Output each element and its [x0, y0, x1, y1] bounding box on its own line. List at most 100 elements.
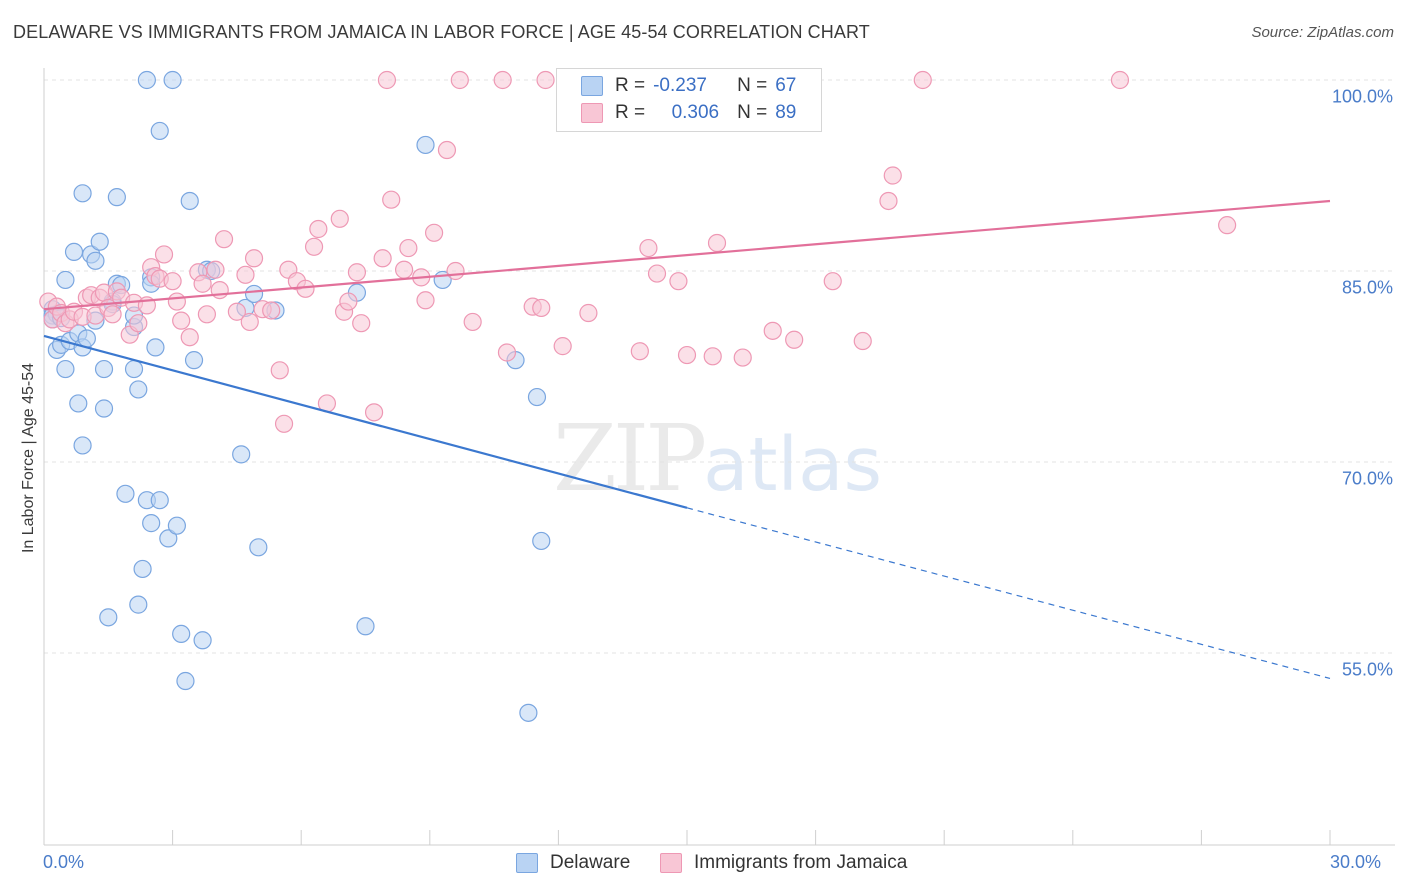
- point-jamaica: [785, 330, 804, 349]
- point-delaware: [73, 436, 92, 455]
- correlation-legend: R = -0.237 N = 67 R = 0.306 N = 89: [556, 68, 822, 132]
- point-jamaica: [450, 70, 469, 90]
- legend-r-label: R =: [615, 102, 646, 123]
- point-jamaica: [180, 328, 199, 347]
- legend-swatch-delaware: [581, 76, 603, 96]
- watermark-atlas: atlas: [703, 422, 882, 508]
- point-delaware: [137, 70, 156, 90]
- point-jamaica: [703, 347, 722, 366]
- point-delaware: [193, 631, 212, 650]
- point-jamaica: [493, 70, 512, 90]
- point-jamaica: [274, 414, 294, 433]
- point-jamaica: [163, 272, 182, 291]
- point-jamaica: [823, 272, 842, 291]
- trend-lines: [43, 199, 1331, 680]
- point-jamaica: [853, 331, 872, 351]
- point-jamaica: [883, 166, 902, 185]
- point-delaware: [180, 191, 199, 211]
- series-delaware-points: [43, 70, 551, 722]
- legend-n-value: 89: [775, 102, 797, 123]
- point-jamaica: [270, 361, 289, 380]
- point-delaware: [527, 387, 547, 407]
- legend-item-jamaica[interactable]: Immigrants from Jamaica: [660, 852, 907, 874]
- point-delaware: [77, 329, 96, 348]
- point-delaware: [519, 703, 538, 722]
- point-jamaica: [763, 321, 782, 340]
- point-jamaica: [103, 305, 122, 324]
- point-jamaica: [677, 345, 697, 365]
- point-jamaica: [424, 223, 444, 242]
- point-jamaica: [1218, 216, 1237, 235]
- legend-r-value: -0.237: [653, 75, 707, 96]
- point-delaware: [129, 595, 148, 614]
- point-jamaica: [879, 191, 898, 211]
- point-jamaica: [330, 209, 349, 228]
- gridlines: [44, 79, 1395, 654]
- point-jamaica: [532, 298, 551, 318]
- y-tick-label-55: 55.0%: [1341, 659, 1393, 680]
- trend-line-jamaica: [43, 199, 1331, 311]
- point-jamaica: [309, 219, 328, 239]
- point-jamaica: [377, 70, 397, 90]
- axes: [43, 68, 1395, 846]
- point-delaware: [99, 608, 118, 627]
- y-tick-label-70: 70.0%: [1341, 468, 1393, 489]
- point-jamaica: [352, 314, 371, 333]
- point-jamaica: [416, 291, 435, 310]
- point-jamaica: [647, 264, 667, 283]
- point-jamaica: [167, 292, 186, 311]
- point-jamaica: [913, 70, 932, 90]
- point-jamaica: [373, 249, 392, 268]
- point-delaware: [94, 399, 114, 418]
- point-jamaica: [399, 238, 418, 258]
- point-jamaica: [437, 140, 457, 160]
- series-jamaica-points: [39, 70, 1237, 433]
- point-delaware: [56, 359, 75, 379]
- point-jamaica: [193, 274, 212, 293]
- watermark: ZIPatlas: [553, 405, 882, 512]
- point-delaware: [184, 351, 204, 370]
- chart-title: DELAWARE VS IMMIGRANTS FROM JAMAICA IN L…: [13, 22, 870, 42]
- point-jamaica: [129, 314, 148, 333]
- point-jamaica: [197, 305, 216, 324]
- point-jamaica: [639, 238, 658, 258]
- legend-r-label: R =: [615, 75, 646, 96]
- point-jamaica: [553, 337, 572, 356]
- point-delaware: [150, 491, 169, 510]
- legend-swatch-jamaica: [581, 103, 603, 123]
- point-delaware: [159, 529, 178, 548]
- legend-row-delaware: R = -0.237 N = 67: [557, 73, 796, 99]
- point-jamaica: [382, 190, 401, 209]
- legend-r-value: 0.306: [671, 102, 720, 123]
- legend-n-value: 67: [775, 75, 797, 96]
- point-jamaica: [394, 260, 414, 279]
- legend-label-jamaica: Immigrants from Jamaica: [694, 852, 908, 873]
- source-credit: Source: ZipAtlas.com: [1251, 24, 1394, 41]
- legend-row-jamaica: R = 0.306 N = 89: [557, 100, 796, 126]
- x-tick-label-max: 30.0%: [1330, 852, 1382, 872]
- point-delaware: [56, 270, 75, 290]
- point-jamaica: [707, 233, 727, 253]
- point-delaware: [129, 380, 148, 399]
- legend-n-label: N =: [737, 102, 768, 123]
- point-jamaica: [240, 312, 259, 332]
- point-delaware: [232, 445, 251, 464]
- y-tick-label-85: 85.0%: [1341, 277, 1393, 298]
- point-jamaica: [669, 272, 688, 291]
- x-tick-label-min: 0.0%: [43, 852, 85, 872]
- point-jamaica: [172, 311, 191, 330]
- point-delaware: [416, 135, 435, 155]
- point-jamaica: [497, 343, 517, 362]
- point-jamaica: [214, 230, 234, 249]
- point-delaware: [146, 338, 165, 357]
- point-jamaica: [154, 245, 174, 264]
- watermark-zip: ZIP: [553, 405, 707, 512]
- point-delaware: [163, 70, 182, 90]
- point-delaware: [133, 559, 152, 579]
- point-jamaica: [339, 292, 358, 311]
- legend-item-delaware[interactable]: Delaware: [516, 852, 630, 874]
- point-delaware: [73, 184, 92, 203]
- trend-line-delaware: [43, 334, 688, 509]
- y-tick-label-100: 100.0%: [1331, 86, 1393, 107]
